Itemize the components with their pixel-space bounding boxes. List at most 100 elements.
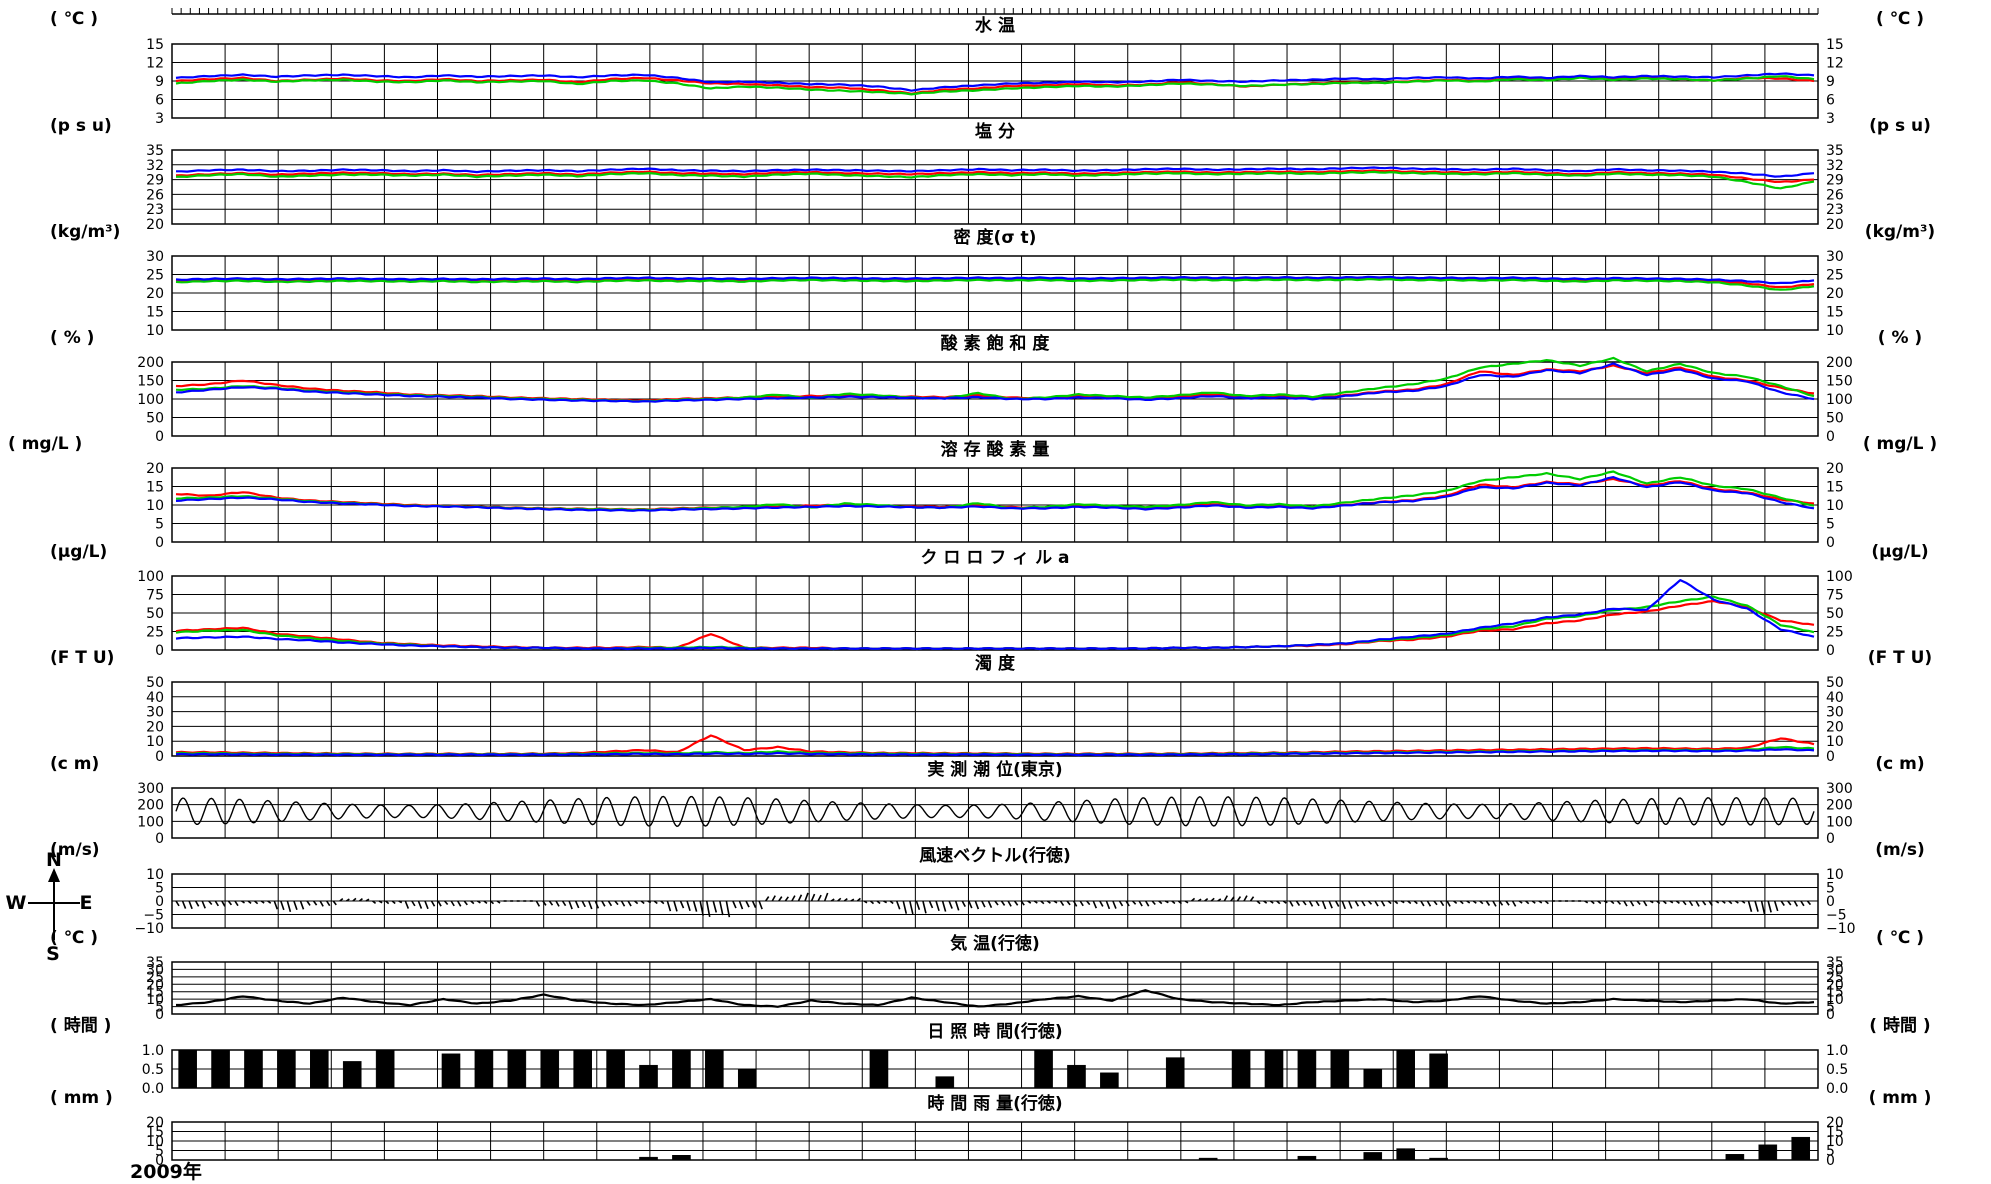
y-tick-label-left: 12 — [146, 56, 164, 72]
wind-vector — [450, 900, 455, 907]
unit-label-right: (μg/L) — [1871, 542, 1928, 562]
wind-vector — [883, 900, 888, 904]
wind-vector — [1682, 900, 1687, 906]
y-tick-label-right: 20 — [1826, 461, 1844, 477]
wind-vector — [915, 900, 921, 910]
wind-vector — [286, 900, 292, 913]
unit-label-right: ( ℃ ) — [1876, 928, 1924, 948]
wind-vector — [574, 900, 580, 909]
wind-vector — [214, 900, 219, 907]
wind-vector — [712, 900, 718, 913]
data-bar — [1429, 1053, 1448, 1089]
y-tick-label-left: 10 — [146, 498, 164, 514]
wind-vector — [365, 898, 370, 902]
data-bar — [1758, 1144, 1778, 1161]
y-tick-label-right: 30 — [1826, 249, 1844, 265]
wind-vector — [1066, 900, 1071, 906]
wind-vector — [902, 900, 908, 914]
wind-vector — [869, 900, 875, 905]
wind-vector — [1236, 896, 1242, 902]
wind-vector — [312, 900, 318, 906]
y-tick-label-left: 15 — [146, 480, 164, 496]
y-tick-label-left: 15 — [146, 37, 164, 53]
panel-title: 気 温(行徳) — [949, 933, 1039, 954]
y-tick-label-right: 5 — [1826, 1144, 1835, 1160]
wind-vector — [791, 895, 796, 902]
wind-vector — [1315, 900, 1320, 907]
wind-vector — [594, 900, 600, 909]
y-tick-label-right: 0.5 — [1826, 1062, 1848, 1078]
y-tick-label-right: 10 — [1826, 992, 1844, 1008]
unit-label-left: (μg/L) — [50, 542, 107, 562]
wind-vector — [876, 900, 881, 905]
wind-vector — [1335, 900, 1340, 907]
unit-label-left: ( mg/L ) — [8, 434, 82, 454]
y-tick-label-left: 9 — [155, 74, 164, 90]
wind-vector — [1525, 900, 1530, 905]
wind-vector — [391, 900, 396, 905]
unit-label-left: (kg/m³) — [50, 222, 120, 242]
wind-vector — [1308, 900, 1314, 907]
y-tick-label-right: 9 — [1826, 74, 1835, 90]
series-line — [175, 578, 1815, 651]
y-tick-label-left: 50 — [146, 606, 164, 622]
wind-vector — [306, 900, 311, 906]
y-tick-label-left: 100 — [137, 814, 164, 830]
data-bar — [441, 1053, 461, 1089]
y-tick-label-right: 100 — [1826, 392, 1853, 408]
y-tick-label-right: 50 — [1826, 411, 1844, 427]
compass-south-label: S — [46, 943, 60, 965]
wind-vector — [1754, 900, 1759, 912]
series-line — [175, 476, 1815, 512]
wind-vector — [489, 900, 495, 905]
wind-vector — [1734, 900, 1739, 904]
wind-vector — [1040, 900, 1045, 905]
wind-vector — [1675, 900, 1680, 904]
y-tick-label-right: 40 — [1826, 690, 1844, 706]
wind-vector — [1282, 900, 1287, 904]
wind-vector — [378, 900, 383, 904]
y-tick-label-right: 35 — [1826, 955, 1844, 971]
y-tick-label-right: 150 — [1826, 374, 1853, 390]
wind-vector — [1511, 900, 1517, 907]
wind-vector — [234, 900, 239, 907]
y-tick-label-left: 20 — [146, 286, 164, 302]
wind-vector — [784, 896, 789, 902]
wind-vector — [1086, 900, 1091, 906]
wind-vector — [1479, 900, 1484, 905]
y-tick-label-left: 300 — [137, 781, 164, 797]
series-line — [176, 166, 1815, 178]
wind-vector — [430, 900, 436, 907]
y-tick-label-right: 29 — [1826, 173, 1844, 189]
wind-vector — [666, 900, 672, 912]
wind-vector — [1656, 900, 1661, 905]
wind-vector — [398, 900, 403, 904]
y-tick-label-right: 200 — [1826, 798, 1853, 814]
y-tick-label-right: 5 — [1826, 1000, 1835, 1016]
wind-vector — [1046, 900, 1051, 904]
wind-vector — [555, 900, 560, 907]
wind-vector — [1033, 900, 1038, 904]
y-tick-label-left: 5 — [155, 881, 164, 897]
y-tick-label-left: 0.5 — [142, 1062, 164, 1078]
y-tick-label-left: 50 — [146, 675, 164, 691]
y-tick-label-left: 5 — [155, 1144, 164, 1160]
y-tick-label-left: 23 — [146, 202, 164, 218]
y-tick-label-right: 23 — [1826, 202, 1844, 218]
y-tick-label-right: 12 — [1826, 56, 1844, 72]
y-tick-label-right: 25 — [1826, 970, 1844, 986]
y-tick-label-right: 0.0 — [1826, 1081, 1848, 1097]
wind-vector — [1125, 900, 1130, 907]
y-tick-label-right: 20 — [1826, 1115, 1844, 1131]
y-tick-label-right: 20 — [1826, 719, 1844, 735]
wind-vector — [1164, 900, 1169, 904]
wind-vector — [1538, 900, 1543, 904]
wind-vector — [797, 894, 803, 902]
wind-vector — [372, 900, 377, 905]
wind-vector — [1439, 900, 1445, 907]
wind-vector — [719, 900, 724, 916]
wind-vector — [1800, 900, 1805, 907]
y-tick-label-left: 20 — [146, 719, 164, 735]
wind-vector — [1380, 900, 1386, 907]
